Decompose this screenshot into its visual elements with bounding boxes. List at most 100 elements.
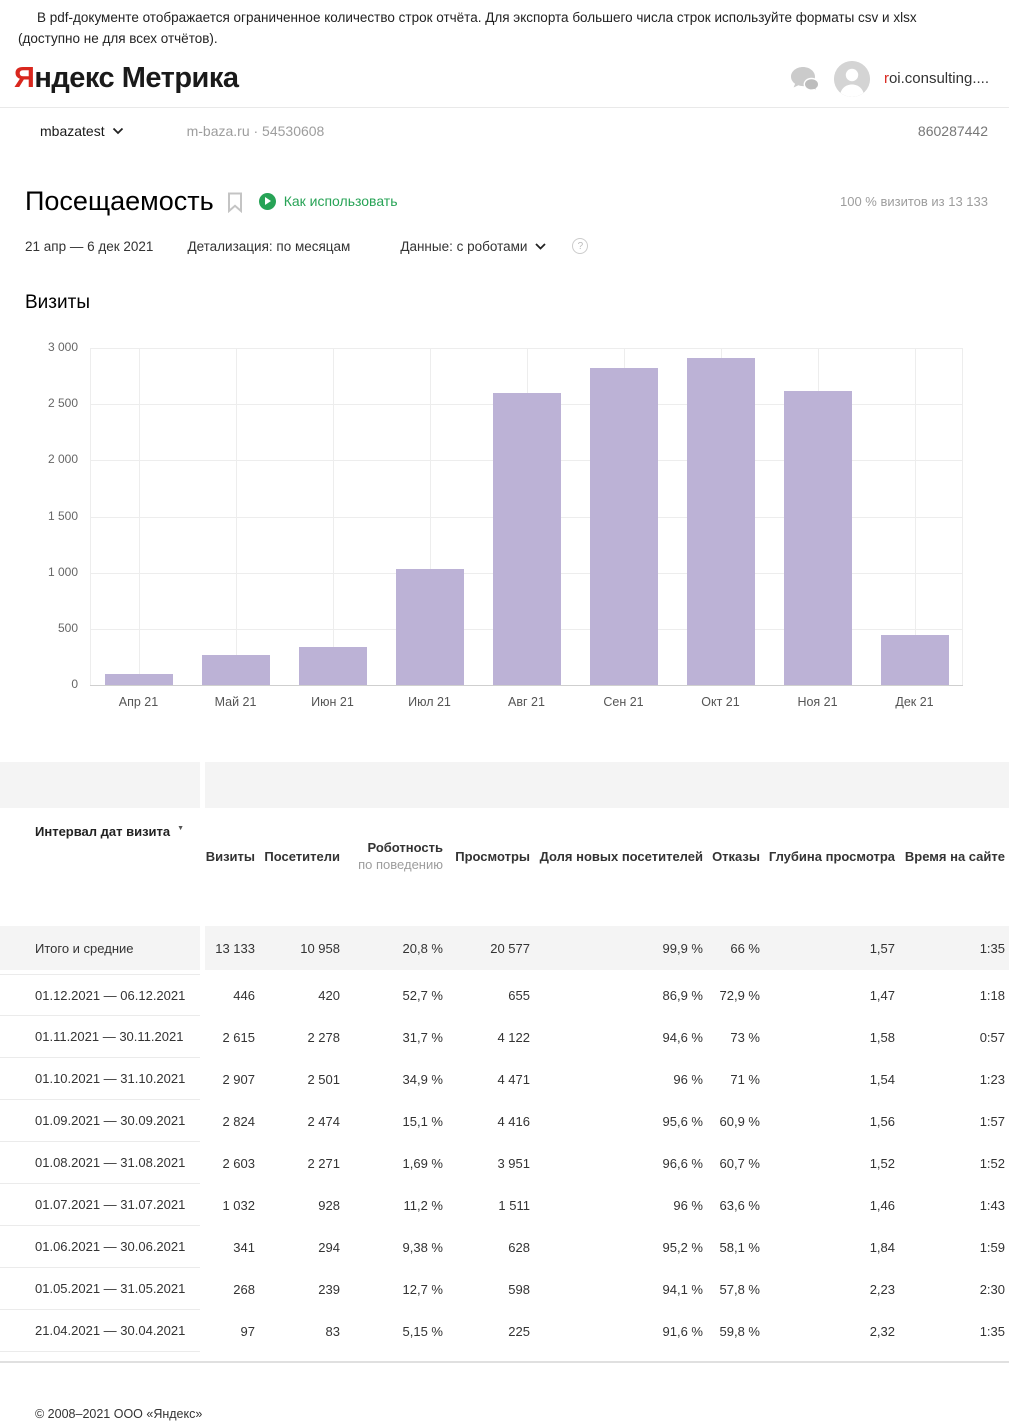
- metric-value: 95,6 %: [662, 1113, 703, 1129]
- metric-value: 2 603: [222, 1155, 255, 1171]
- metric-value: 60,7 %: [719, 1155, 760, 1171]
- user-avatar[interactable]: [833, 60, 870, 97]
- metric-value: 12,7 %: [402, 1281, 443, 1297]
- metric-value: 91,6 %: [662, 1323, 703, 1339]
- metric-value: 655: [508, 987, 530, 1003]
- yandex-metrika-logo[interactable]: Яндекс Метрика: [14, 62, 239, 95]
- x-gridline: [235, 348, 237, 685]
- metric-value: 1,52: [869, 1155, 895, 1171]
- metric-value: 0:57: [979, 1029, 1005, 1045]
- metric-value: 4 471: [497, 1071, 530, 1087]
- date-interval-label: 21.04.2021 — 30.04.2021: [0, 1310, 200, 1352]
- y-axis-label: 0: [71, 677, 78, 691]
- table-row: 01.10.2021 — 31.10.2021 2 907 2 501 34,9 % 4…: [0, 1058, 1009, 1100]
- metric-value: 420: [318, 987, 340, 1003]
- chart-title: Визиты: [25, 292, 90, 313]
- metric-value: 1,58: [869, 1029, 895, 1045]
- how-to-use-link[interactable]: Как использовать: [258, 192, 398, 210]
- column-header-роботность[interactable]: Роботность по поведению: [340, 808, 443, 918]
- metric-value: 1,46: [869, 1197, 895, 1213]
- help-icon[interactable]: ?: [572, 238, 589, 254]
- metric-value: 598: [508, 1281, 530, 1297]
- x-axis-label: Июл 21: [408, 695, 451, 709]
- table-row: 01.07.2021 — 31.07.2021 1 032 928 11,2 % 1 5…: [0, 1184, 1009, 1226]
- y-axis-label: 1 000: [47, 564, 78, 579]
- table-totals-row: Итого и средние 13 133 10 958 20,8 % 20 577…: [0, 926, 1009, 970]
- chart-bar-Июн-21[interactable]: [298, 646, 367, 685]
- column-header-визиты[interactable]: Визиты: [205, 849, 255, 864]
- y-axis-label: 2 000: [47, 452, 78, 467]
- account-name[interactable]: roi.consulting....: [884, 70, 989, 87]
- metric-value: 3 951: [497, 1155, 530, 1171]
- chart-bar-Ноя-21[interactable]: [783, 391, 852, 685]
- chart-bar-Сен-21[interactable]: [589, 367, 658, 685]
- metric-value: 1:57: [979, 1113, 1005, 1129]
- metric-value: 1:52: [979, 1155, 1005, 1171]
- chart-bar-Апр-21[interactable]: [104, 674, 173, 685]
- chart-bar-Дек-21[interactable]: [880, 634, 949, 685]
- column-header-отказы[interactable]: Отказы: [712, 849, 760, 864]
- totals-label: Итого и средние: [0, 926, 200, 970]
- chart-bar-Май-21[interactable]: [201, 654, 270, 685]
- chat-icon[interactable]: [790, 66, 820, 92]
- metric-value: 96 %: [673, 1197, 703, 1213]
- column-header-время-на-сайте[interactable]: Время на сайте: [904, 849, 1005, 864]
- metric-value: 15,1 %: [402, 1113, 443, 1129]
- metric-value: 31,7 %: [402, 1029, 443, 1045]
- metric-value: 60,9 %: [719, 1113, 760, 1129]
- metric-value: 239: [318, 1281, 340, 1297]
- metric-value: 628: [508, 1239, 530, 1255]
- counter-switcher[interactable]: mbazatest: [40, 123, 124, 139]
- metric-value: 341: [233, 1239, 255, 1255]
- visits-chart-xlabels: Апр 21 Май 21 Июн 21 Июл 21 Авг 21 Сен 21 Окт …: [90, 685, 963, 715]
- date-range-control[interactable]: 21 апр — 6 дек 2021: [25, 238, 154, 254]
- chart-bar-Авг-21[interactable]: [492, 392, 561, 685]
- visits-table: Интервал дат визита ▼ Визиты Посетители Ро…: [0, 762, 1009, 1352]
- table-top-band: [0, 762, 1009, 808]
- table-row: 01.11.2021 — 30.11.2021 2 615 2 278 31,7 % 4…: [0, 1016, 1009, 1058]
- metric-value: 2,32: [869, 1323, 895, 1339]
- metric-value: 1:43: [979, 1197, 1005, 1213]
- totals-value: 66 %: [730, 940, 760, 956]
- date-interval-label: 01.12.2021 — 06.12.2021: [0, 974, 200, 1016]
- column-header-глубина-просмотра[interactable]: Глубина просмотра: [768, 849, 895, 864]
- column-header-просмотры[interactable]: Просмотры: [455, 849, 530, 864]
- metric-value: 1:59: [979, 1239, 1005, 1255]
- column-header-посетители[interactable]: Посетители: [264, 849, 340, 864]
- metric-value: 446: [233, 987, 255, 1003]
- metric-value: 95,2 %: [662, 1239, 703, 1255]
- data-mode-dropdown[interactable]: Данные: с роботами: [400, 238, 547, 254]
- metric-value: 4 122: [497, 1029, 530, 1045]
- table-row: 01.08.2021 — 31.08.2021 2 603 2 271 1,69 % 3…: [0, 1142, 1009, 1184]
- bookmark-icon[interactable]: [227, 192, 243, 213]
- x-axis-label: Май 21: [214, 695, 257, 709]
- y-gridline: [90, 685, 963, 686]
- metric-value: 63,6 %: [719, 1197, 760, 1213]
- visits-chart-ylabels: 0 500 1 000 1 500 2 000 2 500 3 000: [0, 340, 90, 691]
- column-header-доля-новых-посетителей[interactable]: Доля новых посетителей: [539, 849, 703, 864]
- sort-control-date-interval[interactable]: Интервал дат визита ▼: [0, 808, 200, 918]
- totals-value: 20,8 %: [402, 940, 443, 956]
- metric-value: 1,47: [869, 987, 895, 1003]
- y-axis-label: 2 500: [47, 396, 78, 411]
- column-subheader: по поведению: [358, 857, 443, 872]
- detalization-control[interactable]: Детализация: по месяцам: [187, 238, 351, 254]
- top-bar: Яндекс Метрика roi.consulting....: [0, 50, 1009, 108]
- sort-direction-icon: ▼: [177, 825, 185, 832]
- metric-value: 2 271: [307, 1155, 340, 1171]
- metric-value: 2 501: [307, 1071, 340, 1087]
- totals-value: 99,9 %: [662, 940, 703, 956]
- counter-bar: mbazatest m-baza.ru · 54530608 860287442: [0, 108, 1009, 154]
- metric-value: 5,15 %: [402, 1323, 443, 1339]
- x-gridline: [332, 348, 334, 685]
- metric-value: 268: [233, 1281, 255, 1297]
- table-totals-cells: 13 133 10 958 20,8 % 20 577 99,9 % 66 % 1,57 1:…: [205, 926, 1009, 970]
- data-mode-label: Данные: с роботами: [400, 238, 528, 254]
- row-header-label: Интервал дат визита: [35, 824, 171, 839]
- chart-bar-Июл-21[interactable]: [395, 569, 464, 685]
- x-axis-label: Ноя 21: [797, 695, 838, 709]
- chart-bar-Окт-21[interactable]: [686, 358, 755, 685]
- metric-value: 1:23: [979, 1071, 1005, 1087]
- metric-value: 2 474: [307, 1113, 340, 1129]
- metric-value: 1 511: [498, 1197, 530, 1213]
